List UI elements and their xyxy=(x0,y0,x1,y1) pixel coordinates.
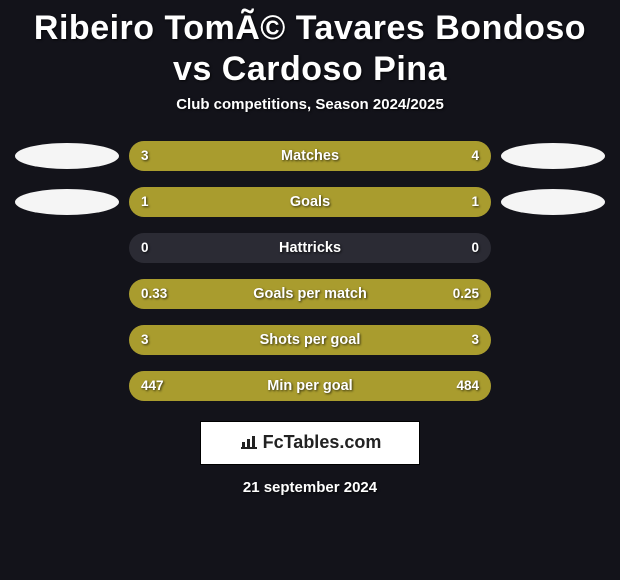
stat-row: 00Hattricks xyxy=(15,233,605,263)
stat-row: 0.330.25Goals per match xyxy=(15,279,605,309)
player-left-avatar xyxy=(15,189,119,215)
player-right-avatar xyxy=(501,189,605,215)
page-title: Ribeiro TomÃ© Tavares Bondoso vs Cardoso… xyxy=(0,0,620,96)
stat-bar: 11Goals xyxy=(129,187,491,217)
subtitle: Club competitions, Season 2024/2025 xyxy=(0,96,620,113)
stat-row: 34Matches xyxy=(15,141,605,171)
date-label: 21 september 2024 xyxy=(0,479,620,496)
stat-bar: 0.330.25Goals per match xyxy=(129,279,491,309)
stat-label: Goals xyxy=(129,187,491,217)
stat-label: Shots per goal xyxy=(129,325,491,355)
stat-label: Matches xyxy=(129,141,491,171)
stat-bar: 34Matches xyxy=(129,141,491,171)
stats-container: 34Matches 11Goals 00Hattricks 0.330.25Goals… xyxy=(15,141,605,401)
stat-row: 33Shots per goal xyxy=(15,325,605,355)
stat-label: Goals per match xyxy=(129,279,491,309)
stat-row: 447484Min per goal xyxy=(15,371,605,401)
fctables-logo: FcTables.com xyxy=(200,421,420,465)
player-right-avatar xyxy=(501,143,605,169)
stat-label: Min per goal xyxy=(129,371,491,401)
stat-bar: 33Shots per goal xyxy=(129,325,491,355)
logo-text: FcTables.com xyxy=(263,432,382,453)
stat-bar: 00Hattricks xyxy=(129,233,491,263)
stat-bar: 447484Min per goal xyxy=(129,371,491,401)
player-left-avatar xyxy=(15,143,119,169)
stat-row: 11Goals xyxy=(15,187,605,217)
chart-icon xyxy=(239,433,259,453)
stat-label: Hattricks xyxy=(129,233,491,263)
